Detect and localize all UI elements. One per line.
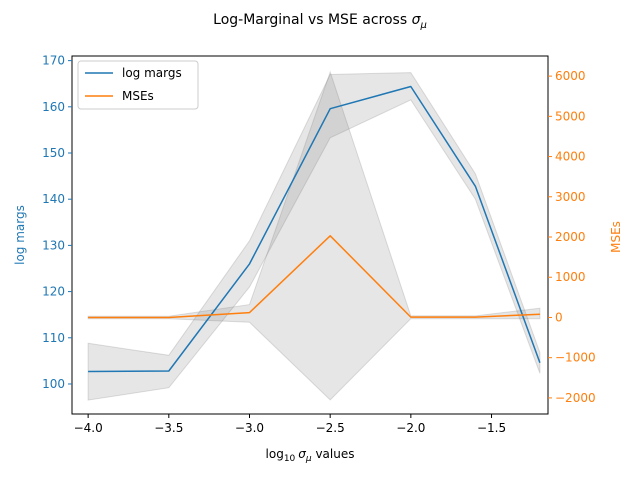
x-tick-label: −4.0: [74, 421, 103, 435]
x-axis-label: log10 σμ values: [266, 447, 355, 464]
left-y-tick-label: 170: [42, 54, 65, 68]
right-y-tick-label: 6000: [555, 69, 586, 83]
x-axis-label-symbol: σ: [298, 447, 306, 461]
left-y-tick-label: 160: [42, 100, 65, 114]
x-axis-label-subscript: μ: [305, 454, 312, 464]
chart-title-subscript: μ: [419, 20, 426, 31]
x-tick-label: −2.0: [396, 421, 425, 435]
right-y-tick-label: 4000: [555, 150, 586, 164]
left-y-tick-label: 140: [42, 192, 65, 206]
right-y-tick-label: 2000: [555, 230, 586, 244]
x-axis-label-base: 10: [284, 454, 296, 464]
x-tick-label: −3.0: [235, 421, 264, 435]
legend: log margs MSEs: [77, 60, 199, 110]
x-axis-label-log: log: [266, 447, 284, 461]
left-y-tick-label: 120: [42, 285, 65, 299]
chart-title-symbol: σ: [412, 12, 422, 28]
left-y-tick-label: 110: [42, 331, 65, 345]
legend-label-mses: MSEs: [122, 89, 154, 103]
right-y-tick-label: −1000: [555, 351, 596, 365]
confidence-bands: [87, 70, 541, 401]
plot-frame: [71, 55, 549, 415]
band-mses: [87, 70, 541, 401]
x-axis-label-suffix: values: [312, 447, 355, 461]
left-y-axis-label: log margs: [13, 205, 27, 265]
chart-title-prefix: Log-Marginal vs MSE across: [213, 12, 411, 28]
right-y-tick-label: 1000: [555, 270, 586, 284]
series-lines: [88, 85, 541, 373]
right-y-tick-label: 3000: [555, 190, 586, 204]
right-y-tick-label: 0: [555, 310, 563, 324]
left-y-tick-label: 150: [42, 146, 65, 160]
left-y-tick-label: 130: [42, 238, 65, 252]
x-tick-label: −3.5: [154, 421, 183, 435]
x-tick-label: −1.5: [477, 421, 506, 435]
left-y-tick-label: 100: [42, 377, 65, 391]
right-y-tick-label: −2000: [555, 391, 596, 405]
axes: −4.0 −3.5 −3.0 −2.5 −2.0 −1.5 100 110 120 130 140 1…: [42, 54, 596, 435]
right-y-tick-label: 5000: [555, 109, 586, 123]
band-log-margs: [87, 72, 541, 401]
x-tick-label: −2.5: [316, 421, 345, 435]
line-log-margs: [88, 85, 541, 373]
line-mses: [88, 235, 540, 319]
legend-label-log-margs: log margs: [122, 66, 182, 80]
chart-title: Log-Marginal vs MSE across σμ: [213, 12, 427, 31]
right-y-axis-label: MSEs: [609, 221, 623, 253]
